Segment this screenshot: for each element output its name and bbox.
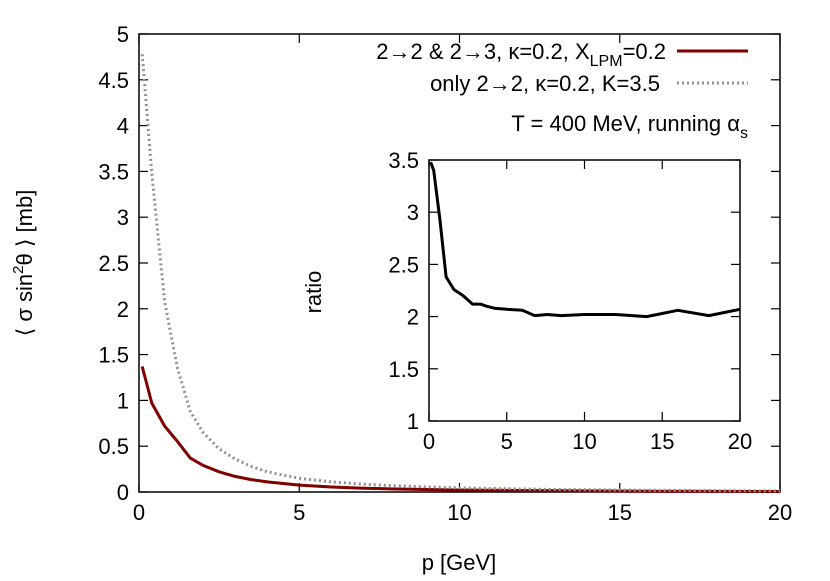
y-axis-title: ⟨ σ sin2θ ⟩ [mb] <box>10 190 37 337</box>
inset-y-axis-title: ratio <box>301 271 326 314</box>
annotation-temperature: T = 400 MeV, running αs <box>511 111 748 142</box>
main-x-tick-label: 15 <box>608 500 632 525</box>
main-series-line-1 <box>140 366 781 493</box>
inset-y-tick-label: 1.5 <box>388 357 419 382</box>
main-y-tick-label: 1.5 <box>98 343 129 368</box>
main-series-lines <box>140 54 781 493</box>
inset-x-tick-label: 15 <box>650 429 674 454</box>
main-y-tick-label: 3 <box>117 205 129 230</box>
main-x-tick-label: 10 <box>447 500 471 525</box>
legend-label-series-2: only 2→2, κ=0.2, K=3.5 <box>430 71 660 96</box>
main-y-tick-label: 4 <box>117 114 129 139</box>
main-x-tick-label: 20 <box>768 500 792 525</box>
inset-y-tick-label: 2.5 <box>388 252 419 277</box>
x-axis-title: p [GeV] <box>422 550 497 575</box>
inset-plot-frame <box>428 159 741 422</box>
main-x-tick-label: 5 <box>293 500 305 525</box>
inset-series-line-1 <box>429 161 741 319</box>
inset-series-lines <box>429 161 741 319</box>
inset-x-tick-label: 5 <box>501 429 513 454</box>
main-x-tick-label: 0 <box>133 500 145 525</box>
inset-x-tick-label: 10 <box>572 429 596 454</box>
main-y-tick-label: 1 <box>117 388 129 413</box>
inset-x-tick-label: 20 <box>728 429 752 454</box>
inset-y-tick-label: 2 <box>407 305 419 330</box>
inset-y-tick-label: 1 <box>407 409 419 434</box>
main-y-tick-label: 4.5 <box>98 68 129 93</box>
inset-x-tick-label: 0 <box>423 429 435 454</box>
inset-axis-ticks: 0 5 10 15 20 1 1.5 2 2.5 3 3.5 <box>388 148 752 454</box>
legend-label-series-1: 2→2 & 2→3, κ=0.2, XLPM=0.2 <box>376 39 666 70</box>
main-y-tick-label: 3.5 <box>98 159 129 184</box>
main-y-tick-label: 0 <box>117 480 129 505</box>
inset-y-tick-label: 3 <box>407 200 419 225</box>
inset-y-tick-label: 3.5 <box>388 148 419 173</box>
main-y-tick-label: 5 <box>117 22 129 47</box>
legend: 2→2 & 2→3, κ=0.2, XLPM=0.2 only 2→2, κ=0… <box>376 39 748 96</box>
main-y-tick-label: 0.5 <box>98 434 129 459</box>
main-y-tick-label: 2 <box>117 297 129 322</box>
main-y-tick-label: 2.5 <box>98 251 129 276</box>
